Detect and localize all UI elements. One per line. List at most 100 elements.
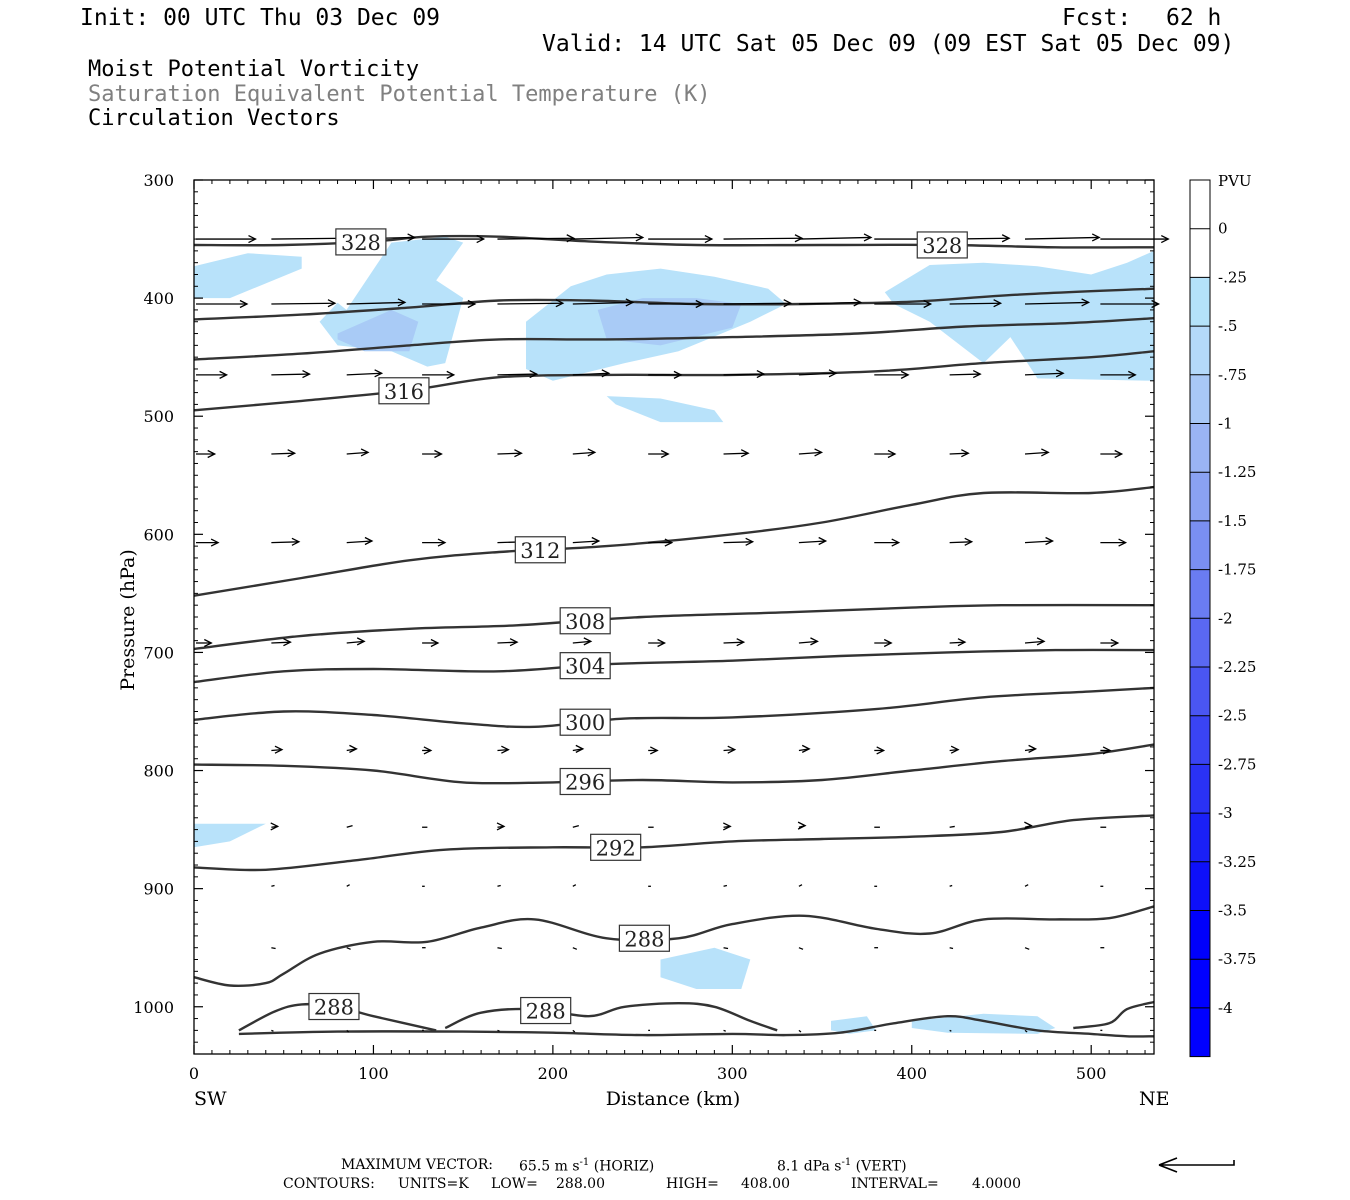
vector-shaft xyxy=(798,1029,802,1033)
vector-head xyxy=(356,637,366,646)
circulation-vector xyxy=(346,744,358,753)
circulation-vector xyxy=(723,449,750,458)
vector-shaft xyxy=(798,451,822,455)
pv-region xyxy=(337,309,419,352)
x-tick-label: 200 xyxy=(538,1064,569,1083)
contour-label: 312 xyxy=(520,539,560,563)
vector-shaft xyxy=(798,640,818,644)
circulation-vector xyxy=(271,1029,274,1032)
circulation-vector xyxy=(798,884,803,887)
circulation-vector xyxy=(572,947,578,950)
circulation-vector xyxy=(422,370,456,379)
vector-shaft xyxy=(572,825,579,828)
pv-colorbar: 0 -.25 -.5 -.75 -1 -1.25 -1.5 -1.75 -2 -2.25 -2.5 -… xyxy=(1189,179,1256,1058)
vector-shaft xyxy=(572,884,577,887)
vector-head xyxy=(446,370,456,379)
circulation-vector xyxy=(648,449,670,459)
theta-contour xyxy=(193,317,1155,361)
contour-label-box xyxy=(520,996,572,1025)
circulation-vector xyxy=(949,745,960,754)
vector-head xyxy=(1041,448,1050,457)
circulation-vector xyxy=(271,369,311,379)
field-title-pv: Moist Potential Vorticity xyxy=(88,57,420,82)
vector-head xyxy=(210,538,220,547)
contour-label: 316 xyxy=(384,380,424,404)
vector-head xyxy=(794,234,804,243)
pv-region xyxy=(911,1013,1056,1034)
circulation-vector xyxy=(874,449,897,459)
circulation-vector xyxy=(1024,744,1038,753)
vector-shaft xyxy=(271,947,276,950)
colorbar-cell xyxy=(1190,959,1210,1008)
colorbar-cell xyxy=(1190,423,1210,473)
valid-time: Valid: 14 UTC Sat 05 Dec 09 (09 EST Sat … xyxy=(542,31,1235,57)
vector-head xyxy=(1001,234,1011,243)
max-vector-horiz-exponent: -1 xyxy=(579,1157,590,1168)
vector-shaft xyxy=(572,640,591,644)
vector-head xyxy=(587,448,597,457)
circulation-vector xyxy=(422,538,447,547)
vector-shaft xyxy=(497,884,501,887)
circulation-vector xyxy=(572,1029,576,1033)
theta-contour xyxy=(193,686,1155,729)
vector-shaft xyxy=(723,1029,727,1032)
contour-label: 296 xyxy=(565,771,605,795)
x-end-label-ne: NE xyxy=(1139,1088,1170,1110)
colorbar-label: -2.5 xyxy=(1218,707,1247,725)
theta-contour xyxy=(238,1014,1155,1038)
max-vector-vert: 8.1 dPa s-1 (VERT) xyxy=(777,1157,907,1175)
colorbar-cell xyxy=(1190,910,1210,960)
circulation-vector xyxy=(422,638,440,648)
vector-head xyxy=(863,233,873,242)
circulation-vector xyxy=(497,299,565,308)
pv-region xyxy=(597,298,742,346)
vector-head xyxy=(660,449,670,459)
vector-head xyxy=(583,637,593,646)
vector-head xyxy=(601,369,611,378)
theta-contour xyxy=(193,287,1155,321)
vector-head xyxy=(950,745,960,754)
vector-head xyxy=(349,744,358,753)
pv-shading-layer xyxy=(194,236,1154,1034)
theta-contour xyxy=(193,648,1155,684)
vector-head xyxy=(270,822,280,831)
colorbar-label: -1.75 xyxy=(1218,561,1256,579)
circulation-vector xyxy=(949,884,953,887)
circulation-vector xyxy=(572,744,585,753)
vector-head xyxy=(1114,449,1124,459)
field-title-theta: Saturation Equivalent Potential Temperat… xyxy=(88,82,711,107)
vector-head xyxy=(736,638,746,647)
vector-head xyxy=(900,370,910,379)
vector-head xyxy=(407,233,417,242)
max-vector-horiz: 65.5 m s-1 (HORIZ) xyxy=(519,1157,654,1175)
vector-head xyxy=(923,299,933,309)
circulation-vector xyxy=(797,821,807,830)
vector-shaft xyxy=(723,452,749,455)
circulation-vector xyxy=(723,1029,727,1032)
contours-low-value: 288.00 xyxy=(556,1176,605,1192)
vector-head xyxy=(964,537,974,546)
vector-shaft xyxy=(723,641,744,644)
contours-low-label: LOW= xyxy=(491,1176,538,1192)
vector-head xyxy=(801,744,811,753)
vector-shaft xyxy=(723,302,791,305)
vector-shaft xyxy=(949,884,953,887)
vector-head xyxy=(423,746,433,755)
vector-head xyxy=(207,449,217,459)
circulation-vector xyxy=(1024,947,1030,950)
contours-high-value: 408.00 xyxy=(741,1176,790,1192)
colorbar-cell xyxy=(1190,472,1210,521)
axes-layer: 300 400 500 600 700 800 900 1000 0 100 200 300 400 50… xyxy=(133,171,1155,1083)
circulation-vector xyxy=(1024,1029,1028,1033)
vector-head xyxy=(591,536,601,546)
circulation-vector xyxy=(271,449,297,458)
x-axis-label: Distance (km) xyxy=(606,1088,741,1110)
vector-head xyxy=(961,449,970,458)
vector-head xyxy=(814,448,824,457)
vector-head xyxy=(566,234,576,243)
vector-shaft xyxy=(271,452,295,455)
circulation-vector xyxy=(271,884,275,887)
colorbar-label: -3.75 xyxy=(1218,950,1256,968)
contour-label: 288 xyxy=(624,927,664,951)
y-tick-label: 900 xyxy=(143,880,174,899)
